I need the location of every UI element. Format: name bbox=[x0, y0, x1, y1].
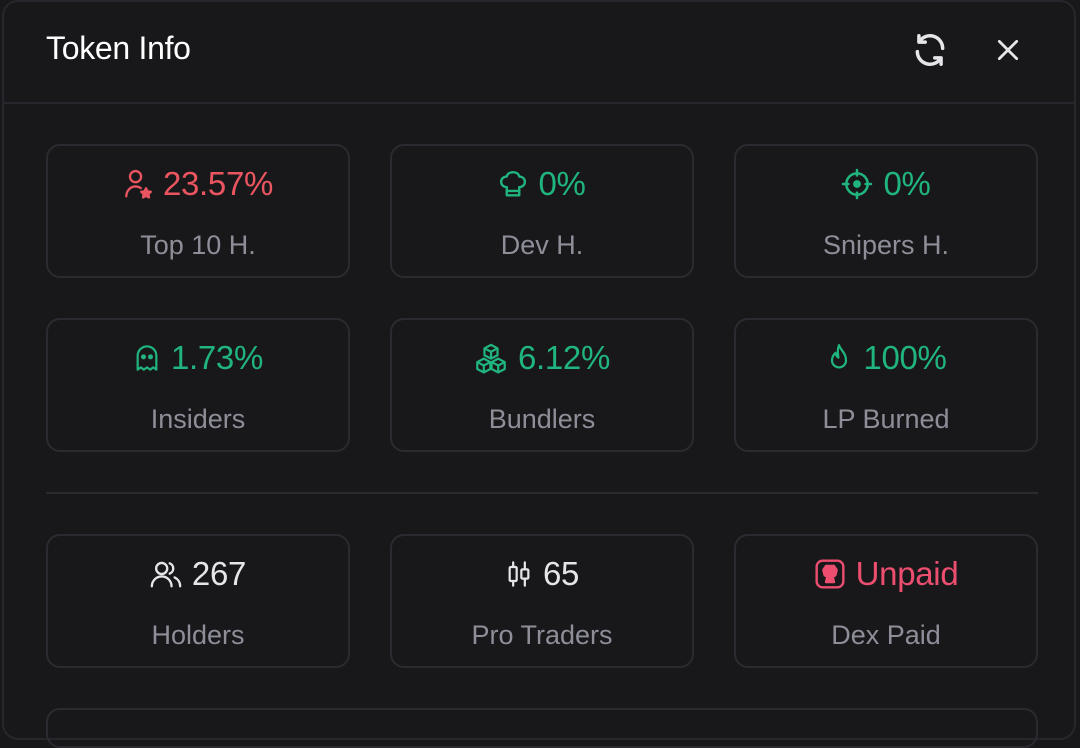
close-button[interactable] bbox=[986, 28, 1030, 72]
stat-value: 0% bbox=[883, 165, 931, 202]
stat-card-lp-burned[interactable]: 100% LP Burned bbox=[734, 318, 1038, 452]
chef-hat-icon bbox=[498, 169, 528, 199]
stat-label: LP Burned bbox=[822, 404, 950, 434]
flame-icon bbox=[825, 342, 853, 374]
panel-header: Token Info bbox=[4, 2, 1074, 104]
section-divider bbox=[46, 492, 1038, 494]
metric-value: Unpaid bbox=[855, 555, 959, 592]
candlestick-icon bbox=[505, 559, 533, 589]
stat-label: Snipers H. bbox=[822, 230, 950, 260]
refresh-button[interactable] bbox=[908, 28, 952, 72]
stat-value: 6.12% bbox=[517, 339, 611, 376]
stat-card-insiders[interactable]: 1.73% Insiders bbox=[46, 318, 350, 452]
stat-card-dev[interactable]: 0% Dev H. bbox=[390, 144, 694, 278]
partial-card bbox=[46, 708, 1038, 748]
metric-label: Pro Traders bbox=[471, 620, 613, 650]
user-star-icon bbox=[123, 168, 153, 200]
metric-label: Holders bbox=[151, 620, 245, 650]
stat-label: Top 10 H. bbox=[140, 230, 256, 260]
metric-card-holders[interactable]: 267 Holders bbox=[46, 534, 350, 668]
crosshair-icon bbox=[841, 168, 873, 200]
metric-card-pro-traders[interactable]: 65 Pro Traders bbox=[390, 534, 694, 668]
stat-card-top10[interactable]: 23.57% Top 10 H. bbox=[46, 144, 350, 278]
ghost-icon bbox=[133, 343, 161, 373]
metric-card-dex-paid[interactable]: Unpaid Dex Paid bbox=[734, 534, 1038, 668]
refresh-icon bbox=[915, 34, 945, 66]
metric-value: 65 bbox=[542, 555, 580, 592]
stat-value: 100% bbox=[863, 339, 947, 376]
stat-label: Insiders bbox=[150, 404, 246, 434]
stat-card-snipers[interactable]: 0% Snipers H. bbox=[734, 144, 1038, 278]
stat-value: 1.73% bbox=[170, 339, 264, 376]
stat-label: Bundlers bbox=[488, 404, 596, 434]
close-icon bbox=[997, 39, 1019, 61]
dex-badge-icon bbox=[814, 558, 846, 590]
stat-value: 23.57% bbox=[162, 165, 274, 202]
metric-label: Dex Paid bbox=[831, 620, 941, 650]
users-icon bbox=[150, 559, 182, 589]
page-title: Token Info bbox=[46, 30, 191, 66]
stat-label: Dev H. bbox=[500, 230, 584, 260]
metric-value: 267 bbox=[191, 555, 247, 592]
stat-card-bundlers[interactable]: 6.12% Bundlers bbox=[390, 318, 694, 452]
boxes-icon bbox=[474, 342, 508, 374]
stat-value: 0% bbox=[538, 165, 586, 202]
